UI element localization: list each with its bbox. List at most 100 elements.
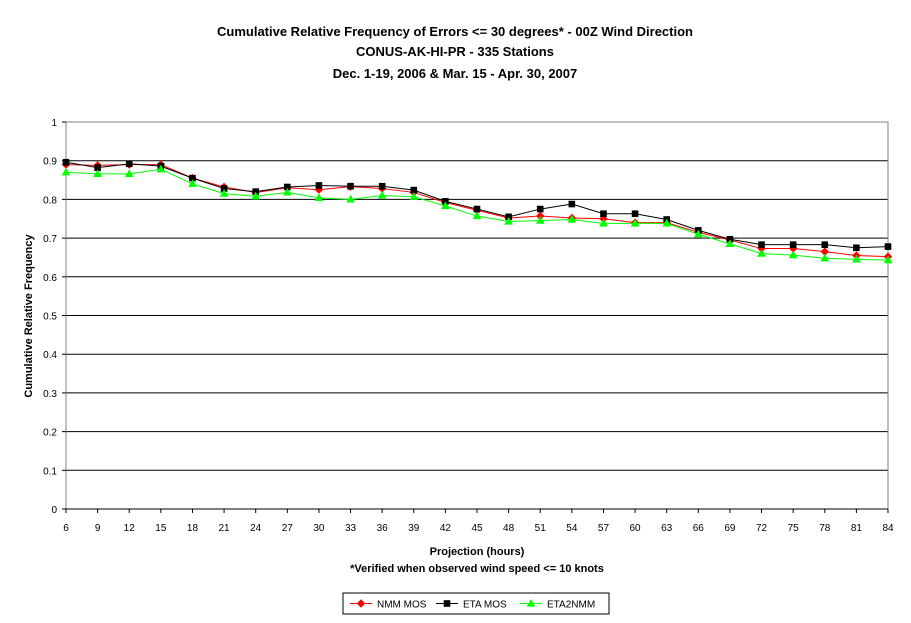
data-point-triangle [61, 167, 71, 176]
y-axis-ticks: 0 0.1 0.2 0.3 0.4 0.5 0.6 0.7 0.8 0.9 1 [43, 118, 66, 516]
x-tick-label: 48 [503, 523, 515, 534]
x-tick-label: 54 [566, 523, 578, 534]
data-point-square [443, 600, 451, 607]
x-tick-label: 24 [250, 523, 262, 534]
x-tick-label: 60 [630, 523, 642, 534]
series-group [61, 158, 893, 264]
x-tick-label: 51 [535, 523, 547, 534]
x-tick-label: 15 [155, 523, 167, 534]
x-tick-label: 18 [187, 523, 199, 534]
data-point-triangle [188, 179, 197, 188]
y-tick-label: 0.1 [43, 466, 57, 477]
y-axis-label: Cumulative Relative Frequency [23, 234, 35, 398]
x-tick-label: 27 [282, 523, 294, 534]
data-point-triangle [504, 216, 513, 225]
data-point-triangle [567, 215, 577, 223]
data-point-square [758, 241, 765, 248]
data-point-triangle [124, 169, 134, 177]
x-tick-label: 66 [693, 523, 705, 534]
y-tick-label: 0.5 [43, 312, 57, 323]
data-point-triangle [282, 187, 292, 196]
y-tick-label: 0.2 [43, 428, 57, 439]
legend-label: ETA2NMM [547, 600, 595, 611]
data-point-square [473, 205, 481, 213]
x-tick-label: 6 [63, 523, 69, 534]
data-point-triangle [526, 598, 536, 607]
x-tick-label: 9 [95, 523, 101, 534]
chart-subtitle-line-2: Dec. 1-19, 2006 & Mar. 15 - Apr. 30, 200… [333, 66, 578, 81]
data-point-square [125, 160, 133, 168]
legend: NMM MOS ETA MOS ETA2NMM [342, 592, 610, 615]
data-point-triangle [820, 253, 830, 262]
x-tick-label: 30 [313, 523, 325, 534]
data-point-square [347, 182, 354, 190]
data-point-triangle [852, 254, 861, 263]
y-tick-label: 0.3 [43, 389, 57, 400]
x-tick-label: 81 [851, 523, 863, 534]
data-point-triangle [346, 194, 355, 203]
legend-label: NMM MOS [377, 600, 427, 611]
data-point-square [853, 244, 860, 252]
y-tick-label: 0.6 [43, 273, 57, 284]
data-point-square [315, 182, 323, 189]
data-point-triangle [251, 191, 261, 200]
y-tick-label: 0.9 [43, 157, 57, 168]
data-point-square [600, 210, 607, 218]
data-point-triangle [441, 201, 450, 210]
data-point-diamond [356, 599, 366, 608]
legend-box [342, 592, 610, 615]
x-tick-label: 63 [661, 523, 673, 534]
data-point-square [568, 200, 576, 208]
x-tick-label: 12 [124, 523, 136, 534]
y-tick-label: 0.4 [43, 350, 57, 361]
footnote: *Verified when observed wind speed <= 10… [350, 563, 604, 575]
data-point-triangle [757, 249, 766, 257]
x-tick-label: 39 [408, 523, 420, 534]
data-point-triangle [409, 192, 419, 200]
x-tick-label: 36 [377, 523, 389, 534]
data-point-triangle [314, 193, 324, 201]
data-point-triangle [377, 191, 387, 199]
data-point-square [62, 158, 70, 166]
x-tick-label: 84 [882, 523, 894, 534]
x-axis-ticks: 6 9 12 15 18 21 24 27 30 33 36 39 42 45 48 51 54 57 60 63 66… [63, 508, 894, 534]
x-tick-label: 42 [440, 523, 452, 534]
data-point-triangle [725, 239, 735, 248]
data-point-triangle [883, 255, 893, 264]
data-point-triangle [156, 164, 166, 173]
x-axis-label: Projection (hours) [430, 546, 525, 558]
x-tick-label: 72 [756, 523, 768, 534]
data-point-triangle [472, 211, 482, 220]
x-tick-label: 69 [724, 523, 736, 534]
series-eta2nmm [61, 164, 893, 264]
data-point-triangle [788, 250, 798, 259]
x-tick-label: 45 [471, 523, 483, 534]
data-point-triangle [93, 169, 102, 177]
data-point-square [789, 241, 797, 248]
x-tick-label: 33 [345, 523, 357, 534]
chart-subtitle-line-1: CONUS-AK-HI-PR - 335 Stations [356, 44, 554, 59]
y-tick-label: 0.7 [43, 234, 57, 245]
legend-label: ETA MOS [463, 600, 507, 611]
data-point-square [410, 186, 418, 194]
chart-title: Cumulative Relative Frequency of Errors … [217, 24, 693, 39]
x-tick-label: 57 [598, 523, 610, 534]
x-tick-label: 75 [788, 523, 800, 534]
data-point-triangle [535, 216, 545, 224]
data-point-triangle [630, 218, 640, 227]
y-tick-label: 0.8 [43, 195, 57, 206]
data-point-triangle [662, 218, 672, 227]
x-tick-label: 21 [219, 523, 231, 534]
series-eta-mos [62, 158, 892, 252]
y-tick-label: 0 [51, 505, 57, 516]
data-point-triangle [693, 229, 703, 238]
data-point-triangle [599, 218, 608, 227]
data-point-triangle [219, 189, 229, 197]
x-tick-label: 78 [819, 523, 831, 534]
data-point-square [378, 182, 386, 190]
y-tick-label: 1 [51, 118, 57, 129]
data-point-square [536, 205, 544, 213]
data-point-square [631, 210, 639, 218]
data-point-square [821, 241, 829, 248]
